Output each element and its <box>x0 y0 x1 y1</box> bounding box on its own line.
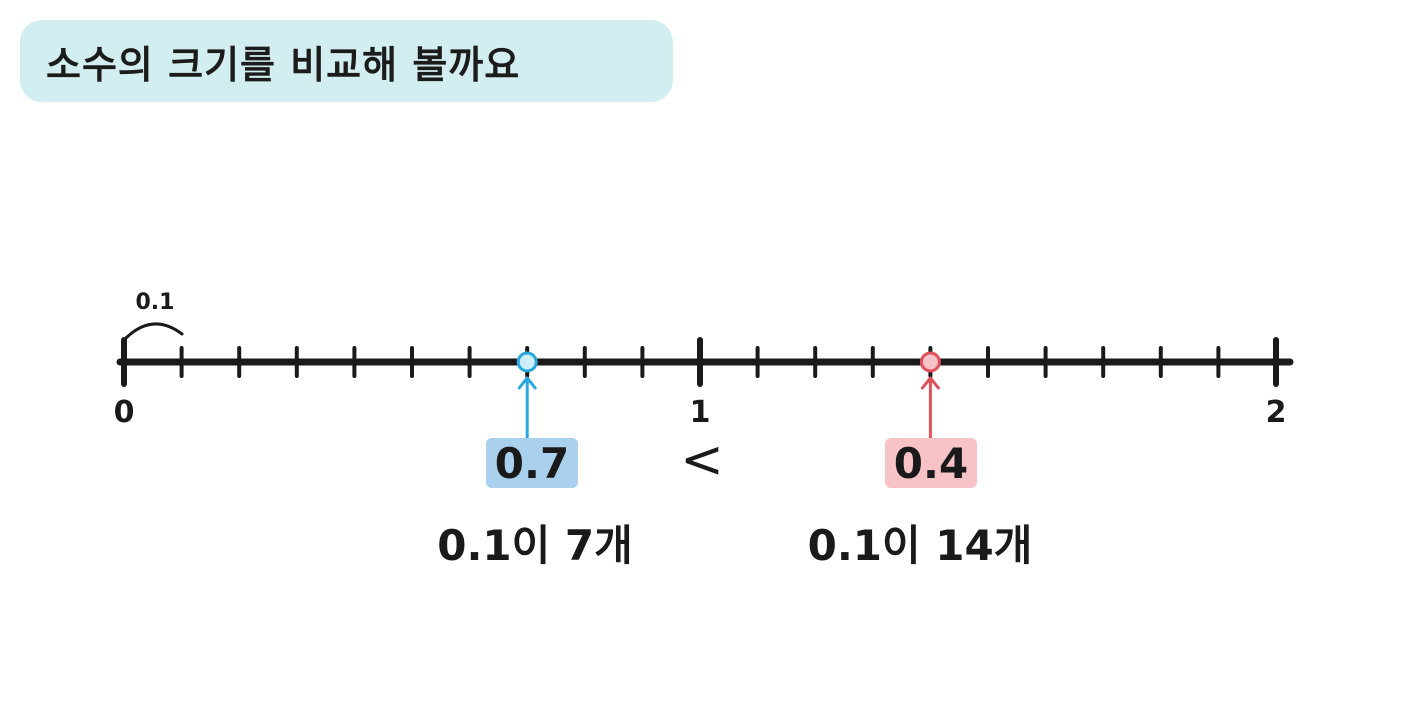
interval-arc <box>124 322 184 340</box>
left-marker-point <box>516 351 538 373</box>
left-marker-arrow <box>517 376 537 440</box>
tick-label: 1 <box>690 395 711 430</box>
right-value-box: 0.4 <box>885 438 977 488</box>
left-value-box: 0.7 <box>486 438 578 488</box>
comparison-sign: < <box>680 430 724 490</box>
tick-label: 0 <box>114 395 135 430</box>
ticks-group <box>121 337 1279 387</box>
tick-label: 2 <box>1266 395 1287 430</box>
interval-indicator: 0.1 <box>124 290 184 340</box>
left-description: 0.1이 7개 <box>437 521 633 570</box>
tick-labels-group: 0 1 2 <box>114 395 1287 430</box>
right-marker-point <box>919 351 941 373</box>
page-title: 소수의 크기를 비교해 볼까요 <box>46 42 521 87</box>
title-banner: 소수의 크기를 비교해 볼까요 <box>20 20 673 102</box>
interval-label: 0.1 <box>136 290 175 315</box>
markers-group <box>516 351 941 440</box>
right-description: 0.1이 14개 <box>807 521 1033 570</box>
right-marker-arrow <box>920 376 940 440</box>
